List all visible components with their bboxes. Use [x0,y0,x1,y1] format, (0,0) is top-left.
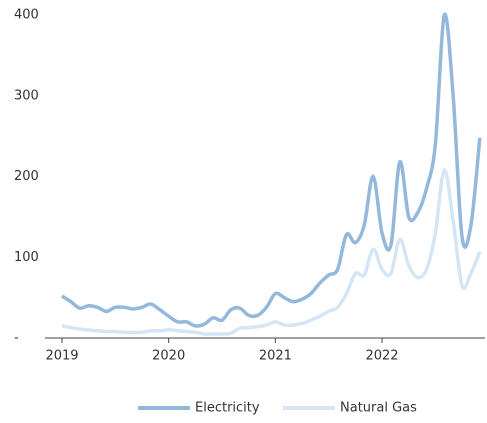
x-tick-label: 2019 [45,349,78,364]
line [61,168,482,336]
y-tick-label: 100 [14,250,39,265]
x-tick-label: 2022 [365,349,398,364]
legend-label: Natural Gas [340,401,417,416]
x-tick-label: 2021 [259,349,292,364]
y-tick-label: 200 [14,169,39,184]
y-tick-label: - [14,331,19,346]
x-tick-label: 2020 [152,349,185,364]
y-tick-label: 400 [14,8,39,23]
line [61,12,482,328]
y-tick-label: 300 [14,88,39,103]
legend-label: Electricity [195,401,260,416]
